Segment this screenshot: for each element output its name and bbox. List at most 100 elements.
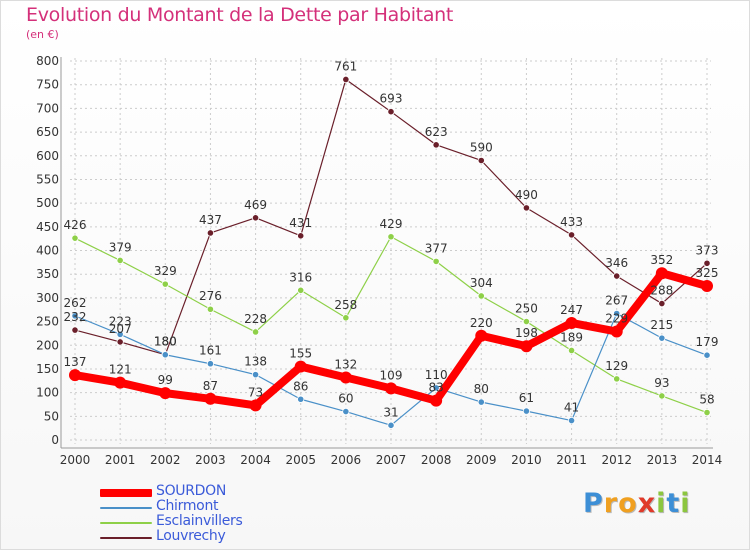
- data-point: [565, 316, 578, 329]
- data-point: [432, 141, 440, 149]
- x-tick-label: 2008: [421, 453, 452, 467]
- data-label: 189: [560, 330, 583, 344]
- data-label: 693: [380, 92, 403, 106]
- legend-label: SOURDON: [156, 483, 227, 499]
- data-point: [432, 257, 440, 265]
- logo-letter: o: [618, 488, 638, 519]
- x-tick-label: 2002: [150, 453, 181, 467]
- data-label: 437: [199, 213, 222, 227]
- data-point: [387, 421, 395, 429]
- data-label: 61: [519, 391, 534, 405]
- data-label: 377: [425, 241, 448, 255]
- y-tick-label: 600: [36, 149, 59, 163]
- logo-letter: r: [603, 488, 619, 519]
- y-tick-label: 800: [36, 54, 59, 68]
- data-label: 433: [560, 215, 583, 229]
- data-label: 80: [474, 382, 489, 396]
- data-label: 250: [515, 302, 538, 316]
- data-point: [297, 286, 305, 294]
- data-point: [387, 233, 395, 241]
- data-point: [251, 371, 260, 379]
- data-point: [703, 351, 711, 359]
- data-label: 179: [696, 335, 719, 349]
- data-point: [159, 387, 172, 400]
- data-point: [567, 416, 576, 425]
- data-label: 109: [380, 368, 403, 382]
- data-point: [613, 272, 621, 280]
- data-label: 623: [425, 125, 448, 139]
- y-tick-label: 250: [36, 315, 59, 329]
- data-label: 469: [244, 198, 267, 212]
- data-label: 267: [605, 294, 628, 308]
- data-label: 31: [383, 405, 398, 419]
- data-label: 258: [334, 298, 357, 312]
- data-point: [522, 407, 531, 415]
- data-label: 288: [650, 284, 673, 298]
- data-label: 129: [605, 359, 628, 373]
- data-point: [206, 360, 215, 368]
- data-point: [339, 371, 352, 384]
- data-point: [71, 312, 79, 320]
- data-point: [161, 351, 169, 359]
- data-label: 329: [154, 264, 177, 278]
- x-tick-label: 2011: [556, 453, 587, 467]
- y-tick-label: 400: [36, 244, 59, 258]
- data-point: [251, 214, 260, 222]
- x-tick-label: 2001: [105, 453, 136, 467]
- data-label: 137: [64, 355, 87, 369]
- y-tick-label: 450: [36, 220, 59, 234]
- data-label: 161: [199, 344, 222, 358]
- proxiti-logo: Proxiti: [583, 488, 691, 519]
- data-label: 87: [203, 379, 218, 393]
- x-tick-label: 2005: [285, 453, 316, 467]
- data-label: 426: [64, 218, 87, 232]
- data-label: 83: [429, 381, 444, 395]
- data-point: [567, 231, 576, 239]
- data-point: [655, 267, 668, 280]
- data-point: [71, 326, 79, 334]
- data-label: 41: [564, 401, 579, 415]
- data-label: 155: [289, 347, 312, 361]
- y-tick-label: 100: [36, 386, 59, 400]
- x-tick-label: 2000: [60, 453, 91, 467]
- data-label: 325: [696, 266, 719, 280]
- data-point: [251, 328, 260, 336]
- axes: 0 50 100 150 200 250 300 350 400 450 500 550 600 650 7…: [36, 54, 722, 467]
- data-point: [297, 232, 305, 240]
- y-tick-label: 50: [44, 409, 59, 423]
- data-point: [567, 346, 576, 355]
- x-tick-label: 2013: [647, 453, 678, 467]
- data-point: [342, 407, 350, 416]
- data-point: [114, 376, 127, 389]
- data-label: 180: [154, 335, 177, 349]
- chart-title: Evolution du Montant de la Dette par Hab…: [26, 4, 454, 26]
- legend-swatch: [100, 489, 152, 497]
- logo-letter: t: [666, 488, 681, 519]
- data-label: 99: [158, 373, 173, 387]
- data-label: 590: [470, 140, 493, 154]
- data-point: [658, 299, 666, 308]
- data-point: [658, 334, 666, 342]
- data-label: 86: [293, 379, 308, 393]
- data-point: [477, 292, 485, 300]
- series-points: [69, 75, 713, 429]
- data-label: 379: [109, 240, 132, 254]
- data-label: 138: [244, 355, 267, 369]
- data-point: [116, 338, 124, 346]
- y-tick-label: 300: [36, 291, 59, 305]
- data-point: [613, 375, 621, 383]
- x-tick-label: 2012: [601, 453, 632, 467]
- data-point: [432, 384, 440, 392]
- data-point: [387, 108, 395, 116]
- data-label: 490: [515, 188, 538, 202]
- y-tick-label: 700: [36, 101, 59, 115]
- data-point: [658, 392, 666, 400]
- data-label: 228: [244, 312, 267, 326]
- data-label: 73: [248, 385, 263, 399]
- data-point: [701, 280, 713, 293]
- data-label: 429: [380, 217, 403, 231]
- legend-swatch: [100, 522, 152, 524]
- data-label: 346: [605, 256, 628, 270]
- data-label: 110: [425, 368, 448, 382]
- y-tick-label: 500: [36, 196, 59, 210]
